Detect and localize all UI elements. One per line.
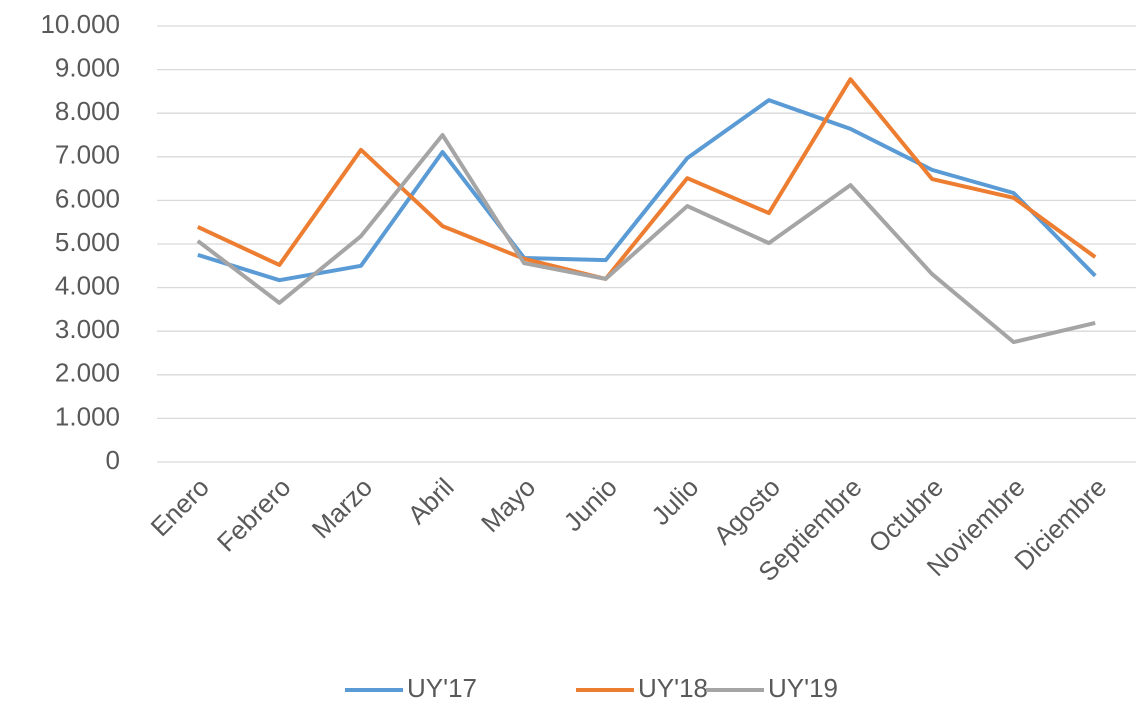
series-line: [196, 133, 1096, 345]
y-tick-label: 0: [106, 445, 120, 475]
x-tick-label: Agosto: [708, 472, 786, 550]
y-tick-label: 2.000: [55, 358, 120, 388]
legend-label: UY'19: [768, 673, 838, 703]
x-tick-label: Marzo: [306, 472, 378, 544]
x-tick-label: Mayo: [475, 472, 541, 538]
series-line: [196, 77, 1097, 281]
x-tick-label: Enero: [145, 472, 215, 542]
x-tick-label: Abril: [402, 472, 460, 530]
y-tick-label: 6.000: [55, 183, 120, 213]
legend-label: UY'18: [638, 673, 708, 703]
x-tick-label: Junio: [558, 472, 623, 537]
y-tick-label: 7.000: [55, 140, 120, 170]
x-tick-label: Febrero: [211, 472, 297, 558]
y-tick-label: 8.000: [55, 96, 120, 126]
y-tick-label: 5.000: [55, 227, 120, 257]
y-tick-label: 1.000: [55, 401, 120, 431]
legend-label: UY'17: [407, 673, 477, 703]
x-tick-label: Julio: [645, 472, 704, 531]
y-tick-label: 3.000: [55, 314, 120, 344]
y-tick-label: 10.000: [40, 9, 120, 39]
series-line: [197, 98, 1097, 283]
y-tick-label: 9.000: [55, 52, 120, 82]
y-tick-label: 4.000: [55, 270, 120, 300]
